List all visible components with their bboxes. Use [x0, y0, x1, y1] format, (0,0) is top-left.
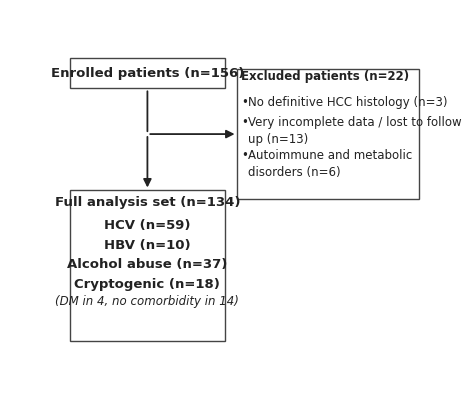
Text: HCV (n=59): HCV (n=59): [104, 219, 191, 232]
Text: Very incomplete data / lost to follow: Very incomplete data / lost to follow: [248, 116, 462, 129]
FancyBboxPatch shape: [70, 58, 225, 88]
Text: (DM in 4, no comorbidity in 14): (DM in 4, no comorbidity in 14): [55, 295, 239, 308]
Text: Full analysis set (n=134): Full analysis set (n=134): [55, 196, 240, 209]
Text: Excluded patients (n=22): Excluded patients (n=22): [241, 70, 409, 83]
FancyBboxPatch shape: [237, 69, 419, 199]
Text: Autoimmune and metabolic: Autoimmune and metabolic: [248, 149, 413, 162]
Text: •: •: [241, 149, 248, 162]
Text: disorders (n=6): disorders (n=6): [248, 166, 341, 179]
Text: Cryptogenic (n=18): Cryptogenic (n=18): [74, 278, 220, 291]
FancyBboxPatch shape: [70, 190, 225, 341]
Text: No definitive HCC histology (n=3): No definitive HCC histology (n=3): [248, 96, 448, 109]
Text: •: •: [241, 116, 248, 129]
Text: HBV (n=10): HBV (n=10): [104, 239, 191, 252]
Text: up (n=13): up (n=13): [248, 133, 309, 146]
Text: Enrolled patients (n=156): Enrolled patients (n=156): [51, 67, 244, 80]
Text: Alcohol abuse (n=37): Alcohol abuse (n=37): [67, 258, 228, 271]
Text: •: •: [241, 96, 248, 109]
